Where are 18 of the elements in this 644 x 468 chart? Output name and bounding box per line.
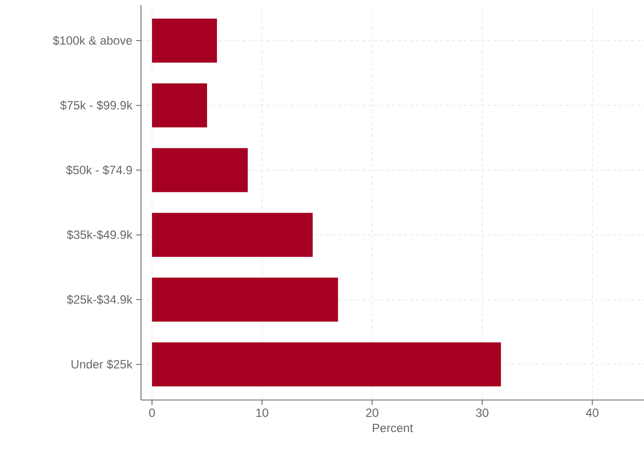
bar (152, 342, 501, 386)
x-tick-label: 40 (586, 408, 598, 417)
bar (152, 83, 208, 128)
y-tick-label: $75k - $99.9k (60, 100, 132, 110)
x-axis-title: Percent (372, 424, 414, 432)
bar (152, 148, 248, 192)
y-tick-label: $35k-$49.9k (66, 230, 132, 240)
x-tick-label: 20 (366, 408, 378, 417)
x-tick-label: 30 (476, 408, 488, 417)
y-tick-label: $50k - $74.9 (66, 165, 132, 175)
bar (152, 278, 338, 322)
y-tick-label: Under $25k (72, 360, 132, 370)
bar (152, 212, 313, 257)
bar (152, 18, 217, 63)
y-tick-label: $100k & above (52, 36, 132, 46)
x-tick-label: 0 (149, 408, 155, 417)
y-tick-label: $25k-$34.9k (66, 294, 132, 304)
x-tick-label: 10 (256, 408, 268, 417)
